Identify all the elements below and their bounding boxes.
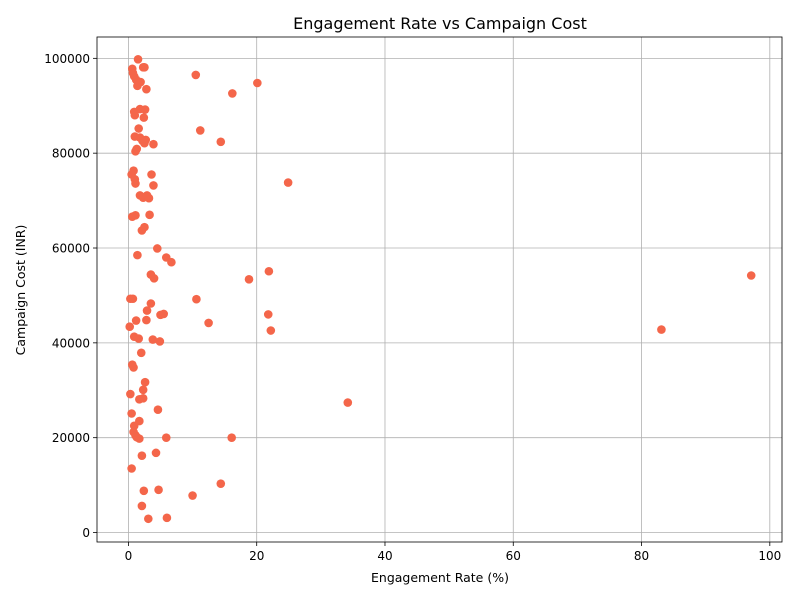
data-point (188, 491, 197, 500)
data-point (227, 433, 236, 442)
data-point (657, 325, 666, 334)
y-tick-label: 60000 (52, 242, 90, 256)
data-point (155, 337, 165, 346)
data-point (127, 464, 136, 473)
x-axis-label: Engagement Rate (%) (371, 570, 509, 585)
data-point (138, 385, 148, 395)
data-point (263, 310, 273, 319)
data-point (151, 448, 161, 458)
data-point (161, 433, 171, 442)
data-point (133, 250, 142, 260)
data-point (191, 70, 201, 80)
data-point (133, 54, 143, 64)
data-point (216, 479, 226, 488)
data-point (159, 309, 169, 319)
data-point (149, 181, 158, 190)
data-point (136, 348, 146, 358)
data-point (204, 318, 213, 328)
data-point (131, 210, 140, 220)
x-tick-label: 40 (377, 549, 392, 563)
data-point (146, 299, 156, 308)
data-point (167, 257, 176, 267)
data-point (140, 377, 150, 387)
data-point (216, 137, 226, 147)
data-point (131, 316, 141, 325)
data-point (140, 138, 149, 148)
y-tick-label: 80000 (52, 147, 90, 161)
data-point (128, 294, 138, 304)
data-point (142, 306, 152, 315)
y-tick-label: 100000 (44, 52, 90, 66)
data-point (192, 294, 201, 304)
y-tick-label: 20000 (52, 431, 90, 445)
data-point (129, 363, 138, 372)
axis-ticks: 0 20 40 60 80 100 0 20000 40000 60000 80000 100000 (44, 52, 781, 563)
chart-title: Engagement Rate vs Campaign Cost (293, 14, 587, 33)
data-point (138, 394, 148, 403)
data-point (195, 126, 205, 135)
data-point (139, 113, 149, 122)
data-point (244, 275, 254, 284)
data-point (162, 513, 172, 523)
data-point (148, 335, 158, 344)
data-point (153, 405, 163, 415)
data-point (149, 139, 158, 149)
grid-lines (97, 37, 782, 542)
plot-frame (96, 36, 783, 543)
data-point (149, 274, 159, 283)
x-tick-label: 100 (758, 549, 781, 563)
y-tick-label: 0 (82, 526, 90, 540)
x-tick-label: 0 (125, 549, 133, 563)
data-point (131, 146, 140, 156)
data-point (131, 179, 140, 188)
data-point (343, 398, 353, 407)
data-point (264, 266, 274, 276)
x-tick-label: 20 (249, 549, 264, 563)
data-point (139, 486, 149, 496)
data-point (746, 271, 756, 280)
data-point (145, 210, 154, 220)
y-axis-label: Campaign Cost (INR) (13, 225, 28, 356)
data-point (126, 389, 135, 399)
data-point (137, 501, 147, 511)
data-point (134, 334, 143, 343)
data-point (144, 514, 153, 524)
data-point (283, 178, 293, 187)
data-point (140, 105, 150, 114)
data-points (125, 54, 756, 524)
data-point (125, 322, 135, 332)
x-tick-label: 60 (506, 549, 521, 563)
data-point (129, 166, 138, 176)
data-point (154, 485, 163, 495)
data-point (266, 326, 276, 335)
y-tick-label: 40000 (52, 336, 90, 350)
data-point (127, 409, 136, 418)
data-point (228, 89, 237, 98)
x-tick-label: 80 (634, 549, 649, 563)
data-point (144, 193, 154, 203)
data-point (133, 81, 142, 91)
data-point (135, 434, 144, 443)
data-point (142, 315, 151, 325)
data-point (134, 124, 143, 133)
data-point (147, 170, 156, 179)
data-point (140, 63, 149, 72)
data-point (137, 451, 147, 460)
data-point (142, 84, 151, 94)
data-point (140, 222, 149, 232)
data-point (152, 244, 162, 253)
data-point (130, 110, 140, 120)
data-point (253, 78, 262, 88)
